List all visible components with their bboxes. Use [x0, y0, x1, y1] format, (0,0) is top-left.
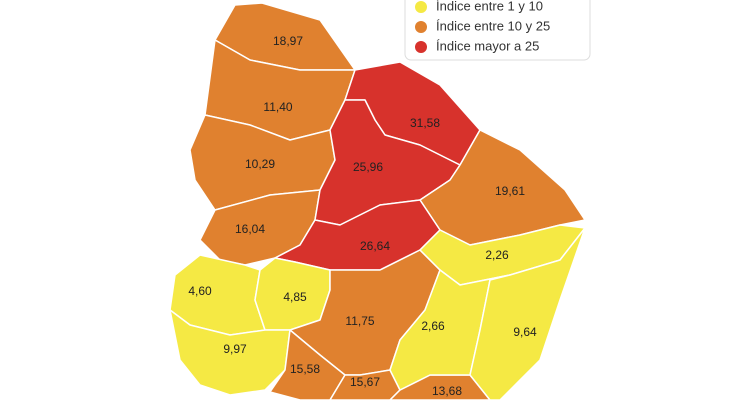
region-label: 26,64 [360, 239, 390, 253]
legend-box [404, 0, 591, 61]
region-label: 9,97 [223, 342, 247, 356]
legend-label: Índice entre 1 y 10 [436, 0, 543, 13]
region-label: 15,58 [290, 362, 320, 376]
legend-swatch [415, 1, 427, 13]
legend-label: Índice entre 10 y 25 [436, 18, 550, 33]
region-label: 19,61 [495, 184, 525, 198]
regions: 18,97 11,40 10,29 16,04 31,58 25,96 19,61 26,64… [169, 2, 586, 400]
region-label: 16,04 [235, 222, 265, 236]
region-label: 9,64 [513, 325, 537, 339]
legend-swatch [415, 21, 427, 33]
region-label: 2,26 [485, 248, 509, 262]
region-label: 11,75 [345, 314, 374, 328]
region-label: 15,67 [350, 375, 380, 389]
region-label: 13,68 [432, 384, 462, 398]
region-label: 31,58 [410, 116, 440, 130]
region-label: 4,60 [188, 284, 212, 298]
region-label: 11,40 [263, 100, 292, 114]
region-label: 18,97 [273, 34, 303, 48]
legend: Índice entre 1 y 10 Índice entre 10 y 25 Í… [415, 0, 550, 53]
region-label: 25,96 [353, 160, 383, 174]
region-label: 10,29 [245, 157, 275, 171]
region-label: 2,66 [421, 319, 445, 333]
region [269, 329, 346, 400]
legend-swatch [415, 41, 427, 53]
legend-label: Índice mayor a 25 [436, 38, 539, 53]
region [469, 227, 586, 400]
region-label: 4,85 [283, 290, 307, 304]
